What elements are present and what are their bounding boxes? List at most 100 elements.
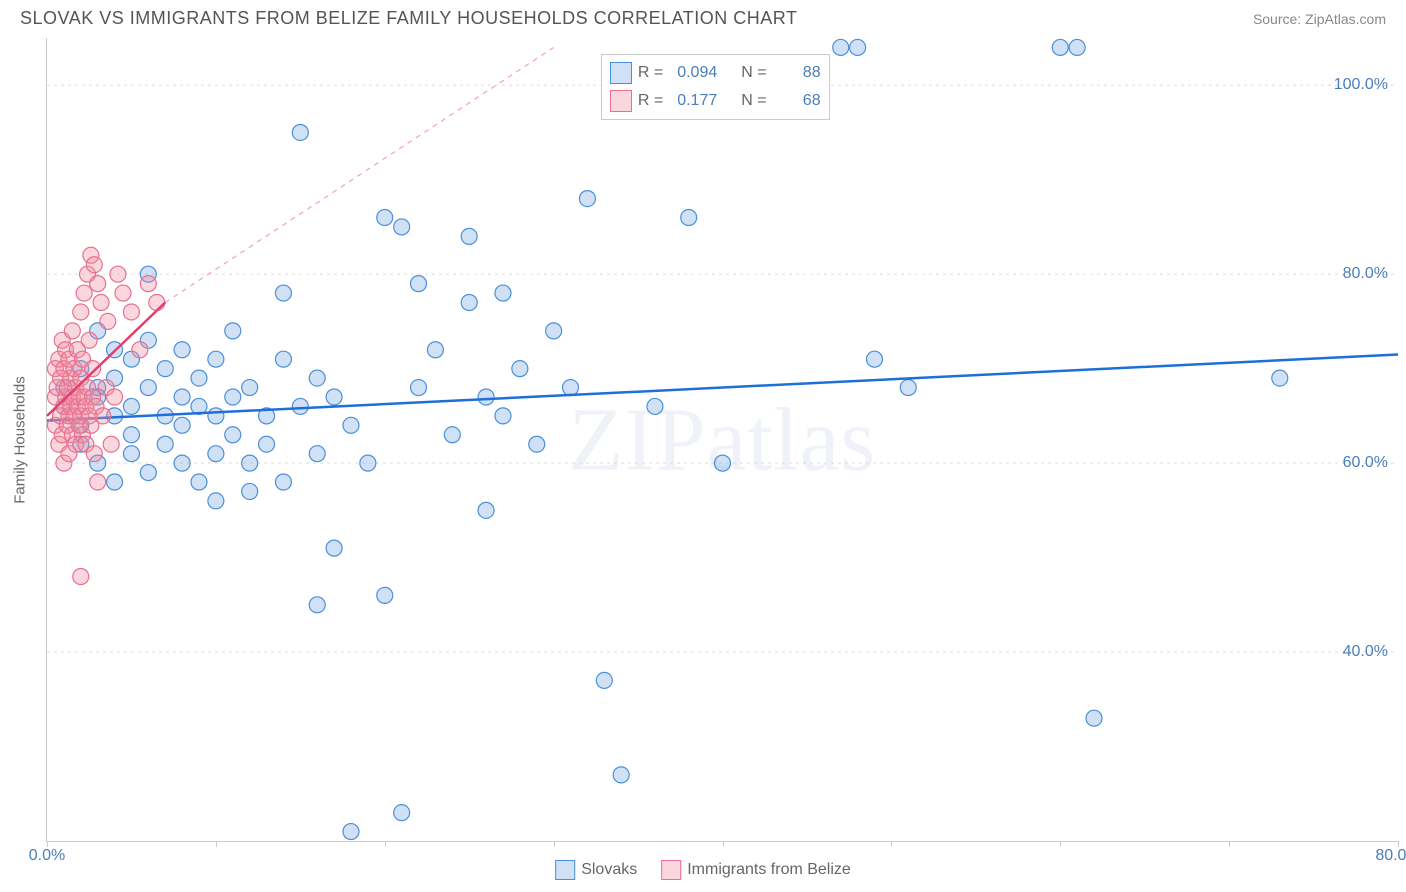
x-tick-label: 80.0% (1375, 847, 1406, 865)
data-point (140, 465, 156, 481)
y-tick-label: 40.0% (1343, 643, 1388, 661)
data-point (208, 446, 224, 462)
legend-item: Immigrants from Belize (661, 860, 851, 880)
x-tick-mark (385, 841, 386, 847)
data-point (715, 455, 731, 471)
y-tick-label: 80.0% (1343, 265, 1388, 283)
data-point (681, 209, 697, 225)
r-label: R = (638, 59, 663, 87)
data-point (478, 502, 494, 518)
plot-region: ZIPatlas R =0.094N =88R =0.177N =68 40.0… (46, 38, 1398, 842)
data-point (1272, 370, 1288, 386)
data-point (140, 276, 156, 292)
data-point (427, 342, 443, 358)
n-label: N = (741, 59, 766, 87)
data-point (85, 361, 101, 377)
data-point (478, 389, 494, 405)
y-tick-label: 100.0% (1334, 76, 1388, 94)
data-point (73, 568, 89, 584)
data-point (326, 540, 342, 556)
stats-row: R =0.177 N = 68 (610, 87, 821, 115)
data-point (107, 389, 123, 405)
data-point (309, 446, 325, 462)
data-point (123, 304, 139, 320)
data-point (174, 342, 190, 358)
stats-box: R =0.094 N = 88 R =0.177 N = 68 (601, 54, 830, 120)
data-point (343, 824, 359, 840)
y-tick-label: 60.0% (1343, 454, 1388, 472)
source-label: Source: ZipAtlas.com (1253, 11, 1386, 27)
data-point (613, 767, 629, 783)
data-point (107, 474, 123, 490)
legend-item: Slovaks (555, 860, 637, 880)
data-point (309, 370, 325, 386)
bottom-legend: Slovaks Immigrants from Belize (555, 860, 851, 880)
data-point (242, 483, 258, 499)
data-point (115, 285, 131, 301)
legend-label: Slovaks (581, 861, 637, 878)
data-point (411, 276, 427, 292)
stats-row: R =0.094 N = 88 (610, 59, 821, 87)
data-point (512, 361, 528, 377)
x-tick-label: 0.0% (29, 847, 65, 865)
data-point (647, 398, 663, 414)
data-point (900, 380, 916, 396)
data-point (225, 389, 241, 405)
data-point (275, 351, 291, 367)
data-point (157, 361, 173, 377)
data-point (90, 276, 106, 292)
x-tick-mark (1060, 841, 1061, 847)
data-point (461, 228, 477, 244)
data-point (292, 124, 308, 140)
r-value: 0.177 (669, 87, 717, 115)
data-point (866, 351, 882, 367)
data-point (140, 380, 156, 396)
data-point (95, 408, 111, 424)
data-point (225, 427, 241, 443)
data-point (100, 313, 116, 329)
data-point (208, 408, 224, 424)
data-point (343, 417, 359, 433)
data-point (377, 209, 393, 225)
data-point (394, 805, 410, 821)
x-tick-mark (1229, 841, 1230, 847)
data-point (81, 332, 97, 348)
data-point (93, 295, 109, 311)
data-point (495, 408, 511, 424)
data-point (191, 474, 207, 490)
data-point (208, 351, 224, 367)
data-point (275, 474, 291, 490)
data-point (495, 285, 511, 301)
data-point (174, 417, 190, 433)
r-value: 0.094 (669, 59, 717, 87)
stats-swatch (610, 90, 632, 112)
x-tick-mark (891, 841, 892, 847)
data-point (157, 436, 173, 452)
n-label: N = (741, 87, 766, 115)
x-tick-mark (554, 841, 555, 847)
y-axis-label: Family Households (12, 376, 29, 504)
data-point (833, 39, 849, 55)
x-tick-mark (723, 841, 724, 847)
n-value: 68 (773, 87, 821, 115)
n-value: 88 (773, 59, 821, 87)
data-point (275, 285, 291, 301)
data-point (123, 427, 139, 443)
data-point (461, 295, 477, 311)
data-point (596, 672, 612, 688)
data-point (360, 455, 376, 471)
data-point (579, 191, 595, 207)
data-point (90, 474, 106, 490)
data-point (1069, 39, 1085, 55)
plot-svg (47, 38, 1398, 841)
data-point (529, 436, 545, 452)
data-point (1086, 710, 1102, 726)
data-point (242, 380, 258, 396)
legend-swatch (661, 860, 681, 880)
data-point (850, 39, 866, 55)
legend-swatch (555, 860, 575, 880)
stats-swatch (610, 62, 632, 84)
header: SLOVAK VS IMMIGRANTS FROM BELIZE FAMILY … (0, 0, 1406, 33)
r-label: R = (638, 87, 663, 115)
data-point (123, 446, 139, 462)
